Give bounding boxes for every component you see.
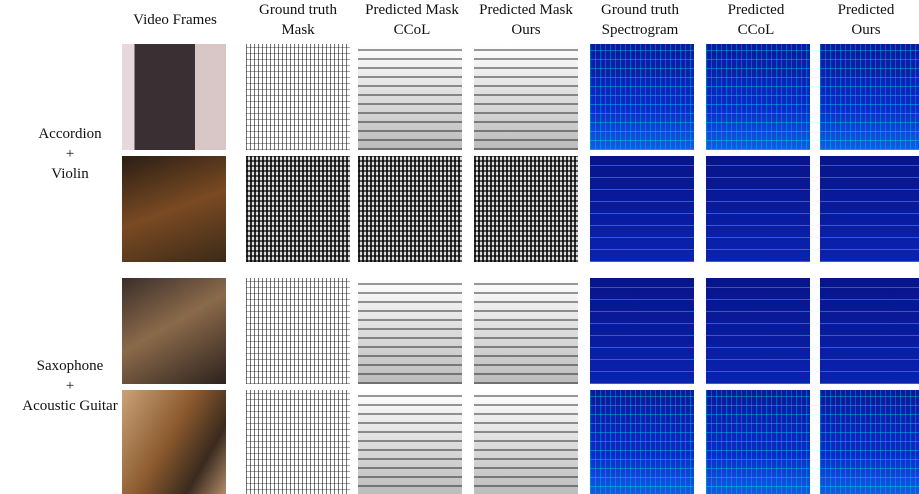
spectrogram-image — [706, 390, 810, 494]
header-line: Predicted — [837, 2, 895, 18]
header-line: Video Frames — [133, 12, 217, 28]
header-line: Ours — [511, 22, 541, 38]
video-frame — [122, 44, 226, 150]
header-line: Predicted Mask — [479, 2, 573, 18]
header-line: Predicted Mask — [365, 2, 459, 18]
header-line: Ground truth — [259, 2, 337, 18]
spectrogram-image — [820, 278, 919, 384]
mask-image — [358, 156, 462, 262]
mask-image — [246, 44, 350, 150]
spectrogram-image — [706, 156, 810, 262]
header-line: Ours — [851, 22, 881, 38]
mask-image — [246, 156, 350, 262]
spectrogram-image — [820, 44, 919, 150]
label-line: + — [65, 378, 75, 394]
mask-image — [358, 390, 462, 494]
column-header: Predicted Ours — [806, 0, 919, 40]
column-header: Predicted Mask CCoL — [352, 0, 472, 40]
label-line: Saxophone — [36, 358, 104, 374]
spectrogram-image — [590, 44, 694, 150]
mask-image — [474, 44, 578, 150]
mask-image — [246, 390, 350, 494]
mask-image — [358, 44, 462, 150]
label-line: + — [65, 146, 75, 162]
header-line: Spectrogram — [601, 22, 679, 38]
spectrogram-image — [706, 278, 810, 384]
header-line: Mask — [281, 22, 315, 38]
mask-image — [246, 278, 350, 384]
row-group-label: Accordion + Violin — [10, 124, 130, 184]
spectrogram-image — [820, 390, 919, 494]
video-frame — [122, 278, 226, 384]
header-line: CCoL — [393, 22, 431, 38]
spectrogram-image — [590, 156, 694, 262]
row-group-label: Saxophone + Acoustic Guitar — [10, 356, 130, 416]
spectrogram-image — [820, 156, 919, 262]
video-frame — [122, 156, 226, 262]
header-line: Predicted — [727, 2, 785, 18]
column-header: Ground truth Mask — [238, 0, 358, 40]
mask-image — [474, 390, 578, 494]
label-line: Violin — [51, 166, 89, 182]
label-line: Accordion — [38, 126, 102, 142]
spectrogram-image — [590, 390, 694, 494]
column-header: Predicted CCoL — [696, 0, 816, 40]
mask-image — [474, 278, 578, 384]
spectrogram-image — [706, 44, 810, 150]
column-header: Ground truth Spectrogram — [580, 0, 700, 40]
column-header: Predicted Mask Ours — [466, 0, 586, 40]
column-header: Video Frames — [115, 10, 235, 30]
header-line: CCoL — [737, 22, 775, 38]
header-line: Ground truth — [601, 2, 679, 18]
mask-image — [474, 156, 578, 262]
mask-image — [358, 278, 462, 384]
label-line: Acoustic Guitar — [22, 398, 118, 414]
spectrogram-image — [590, 278, 694, 384]
video-frame — [122, 390, 226, 494]
